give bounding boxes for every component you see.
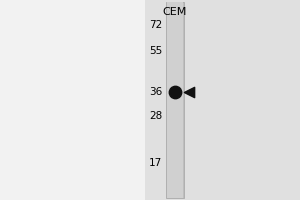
Text: 28: 28 (149, 111, 162, 121)
Bar (167, 2, 183, 198)
Text: 55: 55 (149, 46, 162, 56)
Text: 72: 72 (149, 20, 162, 30)
Text: 17: 17 (149, 158, 162, 168)
Bar (166, 2, 184, 198)
Text: 36: 36 (149, 87, 162, 97)
Text: CEM: CEM (163, 7, 187, 17)
Point (187, 90, 191, 93)
Bar (145, 0, 300, 200)
Point (172, 90, 177, 93)
